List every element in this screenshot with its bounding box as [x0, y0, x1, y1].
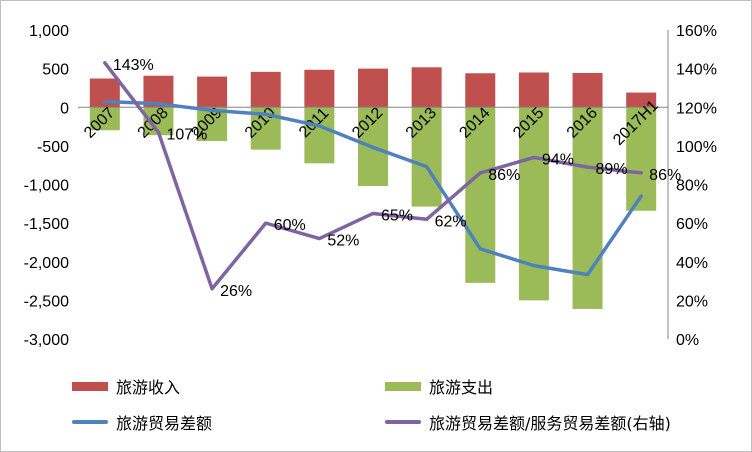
bar-expense [89, 107, 120, 131]
right-tick-label: 120% [676, 100, 717, 117]
left-tick-label: -500 [37, 139, 69, 156]
bar-expense [411, 107, 442, 207]
ratio-data-label: 26% [220, 283, 252, 300]
bar-expense [197, 107, 228, 142]
series-lines [103, 61, 643, 291]
ratio-data-label: 107% [166, 126, 207, 143]
left-tick-label: -2,500 [24, 293, 69, 310]
left-tick-label: -1,500 [24, 216, 69, 233]
ratio-data-label: 52% [327, 233, 359, 250]
bar-income [518, 72, 549, 108]
data-labels: 143% 107% 26% 60% 52% 65% 62% 86% 94% 89% 86% [113, 57, 681, 300]
right-tick-label: 140% [676, 62, 717, 79]
ratio-data-label: 86% [649, 167, 681, 184]
right-tick-label: 40% [676, 255, 708, 272]
left-axis-ticks: 1,000 500 0 -500 -1,000 -1,500 -2,000 -2,500 -3,… [24, 23, 69, 349]
left-tick-label: -1,000 [24, 178, 69, 195]
line-ratio [103, 61, 643, 291]
ratio-data-label: 60% [274, 217, 306, 234]
bar-income [411, 67, 442, 108]
bar-income [465, 73, 496, 108]
bar-income [626, 92, 657, 108]
left-tick-label: -3,000 [24, 332, 69, 349]
right-tick-label: 60% [676, 216, 708, 233]
bar-income [250, 71, 281, 108]
line-trade-balance [103, 99, 643, 277]
right-axis-ticks: 160% 140% 120% 100% 80% 60% 40% 20% 0% [676, 23, 717, 349]
bar-expense [626, 107, 657, 211]
ratio-data-label: 143% [113, 57, 154, 74]
bar-income [197, 76, 228, 108]
right-tick-label: 160% [676, 23, 717, 40]
ratio-data-label: 62% [435, 213, 467, 230]
right-tick-label: 80% [676, 178, 708, 195]
bar-income [358, 68, 388, 108]
bar-income [304, 69, 335, 108]
ratio-data-label: 94% [542, 151, 574, 168]
left-tick-label: -2,000 [24, 255, 69, 272]
right-tick-label: 0% [676, 332, 699, 349]
bar-expense [304, 107, 335, 164]
left-tick-label: 1,000 [29, 23, 69, 40]
bar-income [572, 72, 603, 108]
ratio-data-label: 89% [596, 161, 628, 178]
ratio-data-label: 86% [488, 167, 520, 184]
right-tick-label: 20% [676, 293, 708, 310]
ratio-data-label: 65% [381, 207, 413, 224]
left-tick-label: 500 [42, 62, 69, 79]
right-tick-label: 100% [676, 139, 717, 156]
left-tick-label: 0 [60, 100, 69, 117]
